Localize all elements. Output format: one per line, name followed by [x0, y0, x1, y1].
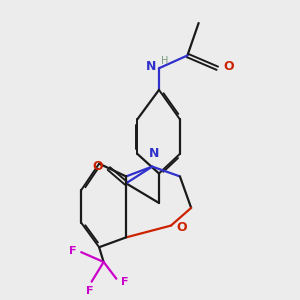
Text: H: H [161, 56, 169, 66]
Text: F: F [69, 245, 76, 256]
Text: O: O [177, 221, 187, 234]
Text: F: F [86, 286, 94, 296]
Text: N: N [146, 60, 156, 73]
Text: F: F [121, 277, 129, 287]
Text: O: O [223, 60, 234, 73]
Text: N: N [149, 147, 159, 160]
Text: O: O [92, 160, 103, 173]
